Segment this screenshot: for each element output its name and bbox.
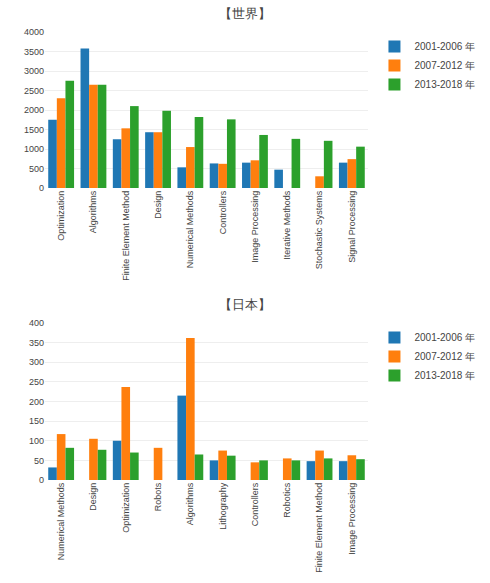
svg-text:2001-2006 年: 2001-2006 年 <box>414 332 475 343</box>
svg-text:Design: Design <box>153 191 163 219</box>
svg-text:2013-2018 年: 2013-2018 年 <box>414 370 475 381</box>
svg-text:Numerical Methods: Numerical Methods <box>56 482 66 560</box>
svg-text:50: 50 <box>34 456 44 466</box>
svg-text:Numerical Methods: Numerical Methods <box>185 190 195 268</box>
svg-text:3500: 3500 <box>24 47 44 57</box>
svg-text:Algorithms: Algorithms <box>88 190 98 233</box>
svg-text:Controllers: Controllers <box>218 190 228 234</box>
svg-text:100: 100 <box>29 436 44 446</box>
svg-text:Finite Element Method: Finite Element Method <box>314 483 324 573</box>
svg-text:0: 0 <box>39 183 44 193</box>
svg-text:Algorithms: Algorithms <box>185 482 195 525</box>
svg-text:1000: 1000 <box>24 144 44 154</box>
svg-text:Image Processing: Image Processing <box>250 191 260 263</box>
svg-text:2007-2012 年: 2007-2012 年 <box>414 351 475 362</box>
svg-text:500: 500 <box>29 164 44 174</box>
svg-text:250: 250 <box>29 377 44 387</box>
svg-text:Controllers: Controllers <box>250 482 260 526</box>
svg-text:2500: 2500 <box>24 86 44 96</box>
svg-text:Robots: Robots <box>153 482 163 511</box>
svg-text:200: 200 <box>29 397 44 407</box>
svg-text:Optimization: Optimization <box>121 483 131 533</box>
svg-text:Finite Element Method: Finite Element Method <box>121 191 131 281</box>
svg-text:0: 0 <box>39 475 44 485</box>
svg-text:【世界】: 【世界】 <box>219 6 271 21</box>
svg-text:Iterative Methods: Iterative Methods <box>282 190 292 260</box>
svg-text:150: 150 <box>29 416 44 426</box>
svg-text:Image Processing: Image Processing <box>347 483 357 555</box>
svg-text:400: 400 <box>29 318 44 328</box>
svg-text:2000: 2000 <box>24 105 44 115</box>
svg-text:3000: 3000 <box>24 66 44 76</box>
svg-text:4000: 4000 <box>24 27 44 37</box>
svg-text:Stochastic Systems: Stochastic Systems <box>314 190 324 269</box>
svg-text:350: 350 <box>29 338 44 348</box>
svg-text:Optimization: Optimization <box>56 191 66 241</box>
svg-text:1500: 1500 <box>24 125 44 135</box>
svg-text:300: 300 <box>29 357 44 367</box>
svg-text:【日本】: 【日本】 <box>219 297 271 312</box>
svg-text:2013-2018 年: 2013-2018 年 <box>414 79 475 90</box>
svg-text:Signal Processing: Signal Processing <box>347 191 357 263</box>
svg-text:2007-2012 年: 2007-2012 年 <box>414 60 475 71</box>
svg-text:Design: Design <box>88 483 98 511</box>
svg-text:Robotics: Robotics <box>282 482 292 518</box>
svg-text:Lithography: Lithography <box>218 482 228 530</box>
svg-text:2001-2006 年: 2001-2006 年 <box>414 41 475 52</box>
